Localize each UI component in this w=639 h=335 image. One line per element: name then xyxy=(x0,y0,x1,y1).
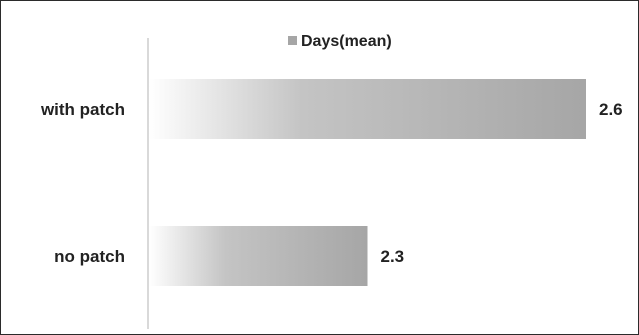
category-label: with patch xyxy=(40,100,125,119)
data-label: 2.3 xyxy=(381,247,405,266)
legend-swatch xyxy=(288,36,297,45)
legend-label: Days(mean) xyxy=(301,33,392,50)
legend: Days(mean) xyxy=(288,33,392,50)
data-label: 2.6 xyxy=(599,100,623,119)
bar-with-patch xyxy=(149,79,586,139)
bars-layer: with patch 2.6 no patch 2.3 xyxy=(40,79,623,286)
bar-no-patch xyxy=(149,226,368,286)
category-label: no patch xyxy=(54,247,125,266)
